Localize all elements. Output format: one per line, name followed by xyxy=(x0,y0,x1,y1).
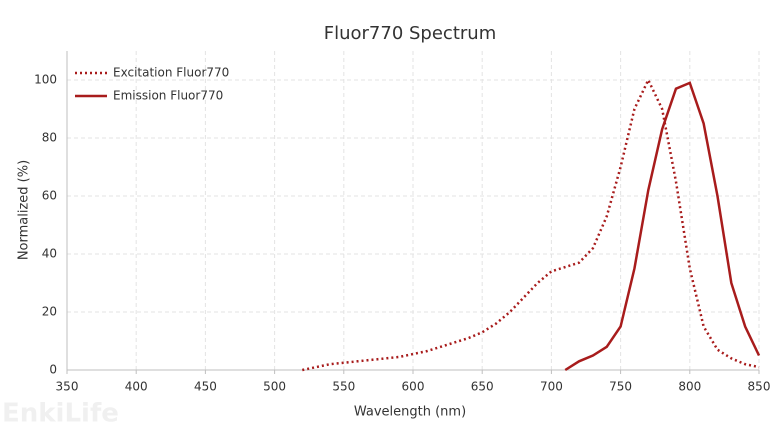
y-tick-label: 100 xyxy=(34,73,57,87)
x-tick-label: 750 xyxy=(609,380,632,394)
x-tick-label: 800 xyxy=(678,380,701,394)
chart-title: Fluor770 Spectrum xyxy=(324,23,496,44)
y-tick-label: 0 xyxy=(49,363,57,377)
y-tick-label: 40 xyxy=(42,247,57,261)
x-tick-label: 600 xyxy=(402,380,425,394)
y-tick-label: 20 xyxy=(42,305,57,319)
x-tick-label: 400 xyxy=(125,380,148,394)
line-series xyxy=(564,81,761,372)
x-axis-label: Wavelength (nm) xyxy=(354,405,466,420)
x-tick-label: 850 xyxy=(748,380,771,394)
x-tick-label: 650 xyxy=(471,380,494,394)
x-tick-label: 500 xyxy=(263,380,286,394)
watermark: EnkiLife xyxy=(2,399,119,429)
x-tick-label: 700 xyxy=(540,380,563,394)
y-tick-label: 80 xyxy=(42,131,57,145)
y-tick-label: 60 xyxy=(42,189,57,203)
x-tick-label: 550 xyxy=(332,380,355,394)
x-tick-label: 450 xyxy=(194,380,217,394)
legend-label: Excitation Fluor770 xyxy=(113,66,229,80)
y-axis-label: Normalized (%) xyxy=(17,160,32,260)
legend-label: Emission Fluor770 xyxy=(113,89,223,103)
line-series xyxy=(302,77,760,372)
x-tick-label: 350 xyxy=(56,380,79,394)
